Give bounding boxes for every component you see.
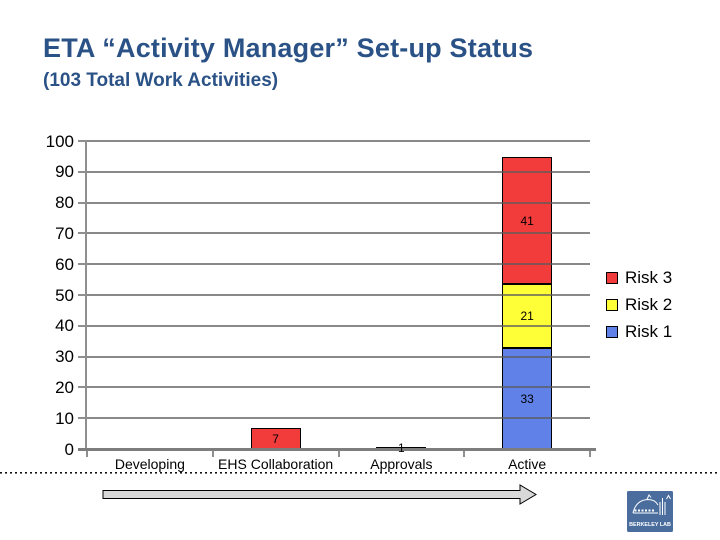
grid-line [87,232,590,235]
bar-value-label: 41 [520,213,534,228]
bar-value-label: 7 [272,432,279,447]
berkeley-lab-logo: BERKELEY LAB [627,491,673,532]
y-axis-tick [78,140,87,142]
y-axis-tick-label: 10 [55,408,74,428]
bar-value-label: 1 [398,441,405,456]
x-axis-tick [211,451,214,457]
y-axis-tick [78,263,87,266]
bar-value-label: 33 [520,392,534,407]
y-axis-tick-label: 80 [55,193,74,213]
x-axis-label: Active [508,456,547,472]
legend-item-risk2: Risk 2 [606,296,672,313]
flow-arrow-icon [102,484,537,505]
y-axis-tick-label: 50 [55,285,74,305]
y-axis-tick-label: 90 [55,162,74,182]
x-axis-tick [589,451,591,457]
page-title: ETA “Activity Manager” Set-up Status [43,33,534,63]
x-axis-tick [463,451,466,457]
y-axis-tick [78,355,87,358]
y-axis-tick [78,294,87,296]
grid-line [87,355,590,358]
y-axis-tick [78,417,87,420]
logo-text: BERKELEY LAB [629,522,671,528]
grid-line [87,294,590,296]
legend-item-risk1: Risk 1 [606,323,672,340]
x-axis-label: Approvals [370,456,433,472]
legend-label: Risk 2 [625,295,673,314]
legend-label: Risk 1 [625,322,673,341]
x-axis-label: EHS Collaboration [218,456,334,472]
legend-label: Risk 3 [625,268,673,287]
risk3-swatch-icon [606,271,618,284]
x-axis-line [78,448,596,451]
grid-line [87,263,590,266]
grid-line [87,324,590,327]
y-axis-tick-label: 40 [55,316,74,336]
bar-segment-risk1 [502,348,553,450]
y-axis-tick [78,201,87,204]
x-axis-label: Developing [114,456,185,472]
bar-value-label: 21 [520,309,534,324]
grid-line [87,140,590,142]
dotted-divider-line [0,472,720,474]
grid-line [87,201,590,204]
bar-segment-risk3 [502,157,553,284]
y-axis-tick [78,386,87,389]
y-axis-tick-label: 30 [55,347,74,367]
risk1-swatch-icon [606,325,618,338]
page-subtitle: (103 Total Work Activities) [43,70,279,91]
x-axis-tick [337,451,340,457]
y-axis-tick [78,324,87,327]
y-axis-tick [78,170,87,173]
grid-line [87,170,590,173]
y-axis-tick-label: 60 [55,254,74,274]
y-axis-tick-label: 70 [55,223,74,243]
legend-item-risk3: Risk 3 [606,269,672,286]
y-axis-tick-label: 100 [45,131,74,151]
logo-dome [632,498,659,514]
y-axis-tick-label: 20 [55,377,74,397]
y-axis-tick [78,232,87,235]
risk2-swatch-icon [606,298,618,311]
x-axis-tick [86,451,88,457]
grid-line [87,386,590,389]
chart-legend: Risk 3 Risk 2 Risk 1 [606,269,672,350]
y-axis-tick-label: 0 [64,439,74,459]
grid-line [87,417,590,420]
